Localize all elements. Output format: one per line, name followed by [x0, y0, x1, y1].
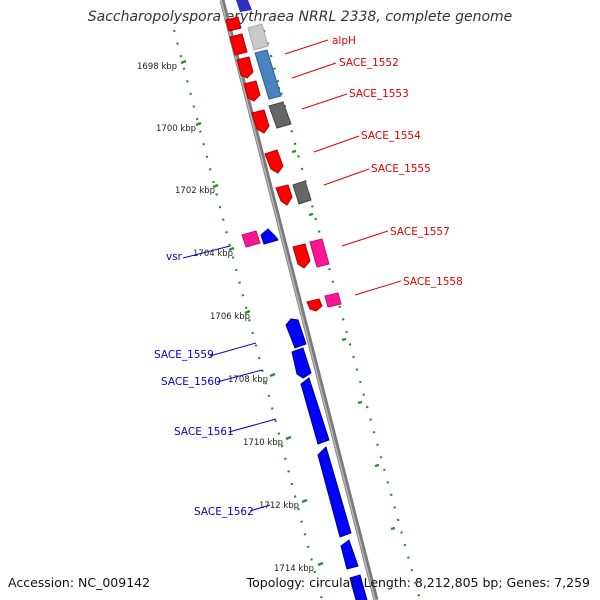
kbp-tick-label: 1712 kbp	[259, 501, 299, 511]
kbp-tick-label: 1700 kbp	[156, 124, 196, 134]
feature-grey[interactable]	[292, 180, 312, 205]
accession-text: Accession: NC_009142	[8, 575, 151, 590]
leader-line	[301, 93, 348, 110]
leader-line	[323, 168, 370, 186]
inner-tick	[317, 561, 324, 567]
left-gene-labels: vsr SACE_1559 SACE_1560 SACE_1561 SACE_1…	[154, 245, 277, 518]
inner-tick	[195, 121, 202, 127]
kbp-tick-label: 1702 kbp	[175, 186, 215, 196]
kbp-tick-label: 1710 kbp	[243, 438, 283, 448]
forward-features	[236, 0, 342, 308]
genome-backbone	[219, 0, 379, 600]
gene-arrow-blue[interactable]	[340, 539, 359, 570]
inner-tick	[180, 59, 187, 65]
gene-arrow-blue[interactable]	[291, 347, 312, 379]
inner-tick	[244, 309, 251, 315]
gene-arrow-red[interactable]	[243, 80, 261, 102]
inner-tick	[301, 498, 308, 504]
leader-line	[291, 62, 337, 79]
inner-tick	[212, 183, 219, 189]
leader-line	[182, 245, 231, 259]
gene-arrow-blue[interactable]	[300, 377, 330, 445]
outer-tick	[291, 149, 297, 154]
topology-text: Topology: circular; Length: 8,212,805 bp…	[246, 575, 590, 590]
gene-arrow-red[interactable]	[225, 16, 242, 32]
red-genes	[225, 16, 323, 312]
inner-tick	[228, 246, 235, 252]
inner-major-ticks	[180, 59, 324, 567]
gene-arrow-red[interactable]	[264, 149, 284, 174]
gene-arrow-red[interactable]	[306, 298, 323, 312]
outer-major-ticks	[275, 86, 396, 531]
gene-arrow-blue[interactable]	[317, 446, 352, 538]
feature-light-grey[interactable]	[247, 23, 269, 51]
outer-tick	[390, 526, 396, 531]
leader-line	[249, 504, 271, 512]
gene-arrow-red[interactable]	[292, 243, 311, 269]
leader-line	[284, 39, 329, 55]
gene-arrow-blue[interactable]	[285, 318, 307, 349]
gene-label-sace-1557[interactable]: SACE_1557	[390, 226, 450, 238]
inner-tick	[269, 372, 276, 378]
gene-arrow-blue[interactable]	[260, 228, 279, 245]
blue-genes	[285, 318, 368, 600]
gene-label-sace-1555[interactable]: SACE_1555	[371, 163, 431, 175]
gene-arrow-red[interactable]	[236, 56, 254, 79]
gene-label-vsr[interactable]: vsr	[166, 251, 183, 263]
leader-line	[354, 280, 402, 296]
kbp-tick-label: 1704 kbp	[193, 249, 233, 259]
feature-grey[interactable]	[268, 101, 292, 129]
kbp-tick-label: 1708 kbp	[228, 375, 268, 385]
gene-label-sace-1559[interactable]: SACE_1559	[154, 349, 214, 361]
leader-line	[216, 369, 263, 383]
feature-steelblue[interactable]	[254, 49, 282, 100]
gene-label-sace-1552[interactable]: SACE_1552	[339, 57, 399, 69]
feature-pink[interactable]	[324, 292, 342, 308]
gene-label-sace-1561[interactable]: SACE_1561	[174, 426, 234, 438]
outer-tick	[341, 337, 347, 342]
leader-line	[228, 418, 277, 433]
gene-label-sace-1562[interactable]: SACE_1562	[194, 506, 254, 518]
kbp-tick-label: 1698 kbp	[137, 62, 177, 72]
kbp-tick-label: 1714 kbp	[274, 564, 314, 574]
gene-arrow-red[interactable]	[275, 184, 293, 206]
gene-label-sace-1558[interactable]: SACE_1558	[403, 276, 463, 288]
feature-pink[interactable]	[309, 238, 330, 268]
leader-line	[313, 135, 360, 153]
genome-title: Saccharopolyspora erythraea NRRL 2338, c…	[87, 9, 513, 25]
outer-tick	[308, 212, 314, 217]
kbp-tick-label: 1706 kbp	[210, 312, 250, 322]
gene-label-sace-1553[interactable]: SACE_1553	[349, 88, 409, 100]
gene-label-sace-1560[interactable]: SACE_1560	[161, 376, 221, 388]
leader-line	[209, 342, 257, 357]
right-gene-labels: alpH SACE_1552 SACE_1553 SACE_1554 SACE_…	[284, 35, 463, 296]
feature-blue-top[interactable]	[236, 0, 252, 12]
gene-arrow-red[interactable]	[229, 33, 248, 56]
outer-tick	[374, 463, 380, 468]
gene-label-alph[interactable]: alpH	[332, 35, 356, 47]
leader-line	[341, 230, 389, 247]
feature-pink[interactable]	[241, 230, 261, 248]
gene-label-sace-1554[interactable]: SACE_1554	[361, 130, 421, 142]
reverse-features	[241, 228, 279, 248]
gene-arrow-blue[interactable]	[349, 574, 368, 600]
inner-tick	[285, 435, 292, 441]
kbp-tick-labels: 1698 kbp 1700 kbp 1702 kbp 1704 kbp 1706…	[137, 62, 314, 574]
gene-arrow-red[interactable]	[251, 109, 270, 134]
outer-tick	[357, 400, 363, 405]
